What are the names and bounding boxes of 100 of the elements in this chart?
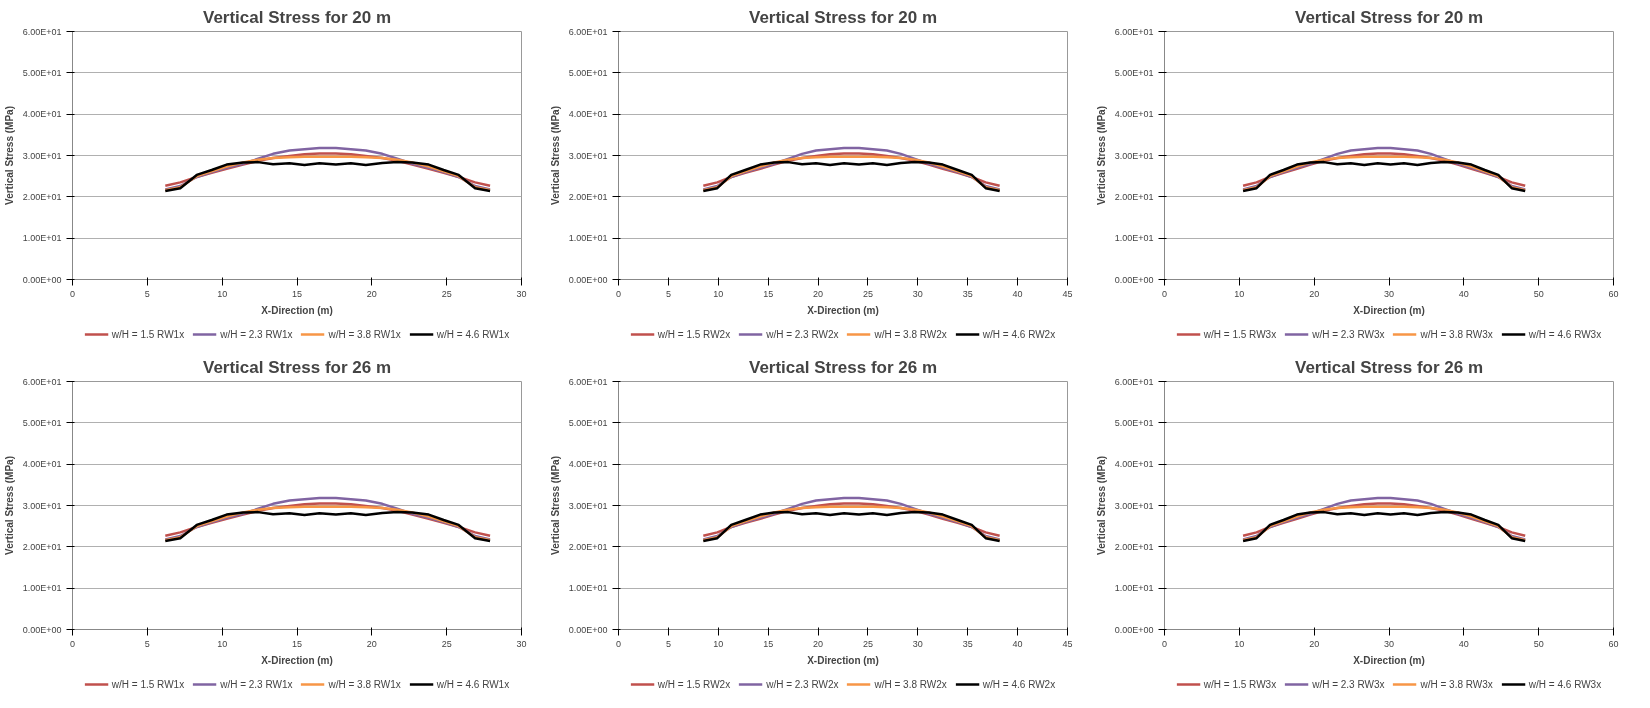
chart-title: Vertical Stress for 20 m [1294,7,1484,27]
y-tick-label: 6.00E+01 [22,376,62,387]
legend-label: w/H = 4.6 RW2x [982,328,1056,340]
x-tick-label: 40 [1458,288,1469,299]
x-tick-label: 25 [441,638,452,649]
y-tick-label: 3.00E+01 [22,150,62,161]
y-tick-label: 0.00E+00 [568,274,608,285]
y-tick-label: 0.00E+00 [1114,274,1154,285]
x-tick-label: 15 [291,638,303,649]
x-tick-label: 20 [813,288,824,299]
x-tick-label: 35 [962,288,973,299]
legend-label: w/H = 3.8 RW1x [328,328,401,340]
y-tick-label: 5.00E+01 [568,67,608,78]
legend-label: w/H = 1.5 RW3x [1203,678,1277,690]
y-tick-label: 5.00E+01 [22,67,62,78]
y-axis-title: Vertical Stress (MPa) [549,106,561,205]
legend-label: w/H = 2.3 RW3x [1312,328,1385,340]
x-tick-label: 45 [1062,638,1073,649]
x-axis-title: X-Direction (m) [807,304,879,316]
y-tick-label: 3.00E+01 [1114,500,1154,511]
x-axis-title: X-Direction (m) [261,304,333,316]
y-tick-label: 1.00E+01 [568,583,608,594]
x-tick-label: 5 [665,638,671,649]
legend-label: w/H = 3.8 RW2x [874,328,947,340]
chart-title: Vertical Stress for 26 m [748,357,938,377]
legend-label: w/H = 1.5 RW1x [111,328,185,340]
legend-label: w/H = 2.3 RW1x [220,678,293,690]
x-tick-label: 5 [144,288,150,299]
legend-label: w/H = 1.5 RW3x [1203,328,1277,340]
x-tick-label: 50 [1533,638,1544,649]
y-axis-title: Vertical Stress (MPa) [3,106,15,205]
x-tick-label: 20 [1309,638,1320,649]
legend-label: w/H = 1.5 RW2x [657,328,731,340]
x-axis-title: X-Direction (m) [807,654,879,666]
legend-label: w/H = 4.6 RW1x [436,328,510,340]
y-tick-label: 6.00E+01 [22,26,62,37]
y-tick-label: 3.00E+01 [568,500,608,511]
y-axis-title: Vertical Stress (MPa) [1095,106,1107,205]
legend-label: w/H = 3.8 RW3x [1420,328,1493,340]
x-tick-label: 20 [1309,288,1320,299]
y-tick-label: 0.00E+00 [568,624,608,635]
y-tick-label: 2.00E+01 [22,191,62,202]
x-axis-title: X-Direction (m) [1353,654,1425,666]
y-tick-label: 6.00E+01 [1114,376,1154,387]
y-tick-label: 6.00E+01 [568,26,608,37]
y-axis-title: Vertical Stress (MPa) [549,456,561,555]
x-tick-label: 30 [912,638,923,649]
x-tick-label: 25 [862,288,873,299]
x-tick-label: 20 [366,638,377,649]
y-tick-label: 6.00E+01 [1114,26,1154,37]
y-tick-label: 1.00E+01 [22,583,62,594]
y-tick-label: 0.00E+00 [22,624,62,635]
y-tick-label: 2.00E+01 [568,541,608,552]
x-tick-label: 40 [1458,638,1469,649]
x-tick-label: 45 [1062,288,1073,299]
x-tick-label: 0 [70,288,76,299]
y-tick-label: 3.00E+01 [568,150,608,161]
legend-label: w/H = 2.3 RW2x [766,678,839,690]
legend-label: w/H = 1.5 RW1x [111,678,185,690]
x-tick-label: 0 [1162,288,1168,299]
legend-label: w/H = 1.5 RW2x [657,678,731,690]
x-tick-label: 30 [516,638,527,649]
y-tick-label: 2.00E+01 [1114,191,1154,202]
x-tick-label: 10 [217,638,228,649]
x-tick-label: 5 [665,288,671,299]
y-tick-label: 2.00E+01 [1114,541,1154,552]
chart-title: Vertical Stress for 26 m [202,357,392,377]
legend-label: w/H = 4.6 RW3x [1528,678,1602,690]
y-tick-label: 3.00E+01 [1114,150,1154,161]
x-tick-label: 40 [1012,288,1023,299]
y-tick-label: 0.00E+00 [1114,624,1154,635]
x-tick-label: 15 [763,288,774,299]
legend-label: w/H = 4.6 RW2x [982,678,1056,690]
x-tick-label: 0 [1162,638,1168,649]
legend-label: w/H = 4.6 RW1x [436,678,510,690]
y-axis-title: Vertical Stress (MPa) [3,456,15,555]
x-tick-label: 30 [912,288,923,299]
y-tick-label: 6.00E+01 [568,376,608,387]
x-tick-label: 40 [1012,638,1023,649]
chart-title: Vertical Stress for 20 m [748,7,938,27]
y-tick-label: 1.00E+01 [22,233,62,244]
y-tick-label: 2.00E+01 [22,541,62,552]
y-tick-label: 4.00E+01 [22,109,62,120]
x-tick-label: 35 [962,638,973,649]
chart-title: Vertical Stress for 20 m [202,7,392,27]
x-tick-label: 15 [291,288,303,299]
y-tick-label: 3.00E+01 [22,500,62,511]
y-tick-label: 5.00E+01 [22,417,62,428]
y-tick-label: 5.00E+01 [568,417,608,428]
y-tick-label: 5.00E+01 [1114,67,1154,78]
x-tick-label: 0 [616,638,622,649]
legend-label: w/H = 2.3 RW3x [1312,678,1385,690]
y-tick-label: 1.00E+01 [1114,583,1154,594]
x-tick-label: 20 [813,638,824,649]
y-axis-title: Vertical Stress (MPa) [1095,456,1107,555]
x-tick-label: 15 [763,638,774,649]
legend-label: w/H = 2.3 RW2x [766,328,839,340]
x-tick-label: 10 [217,288,228,299]
x-tick-label: 10 [713,288,724,299]
x-tick-label: 0 [70,638,76,649]
